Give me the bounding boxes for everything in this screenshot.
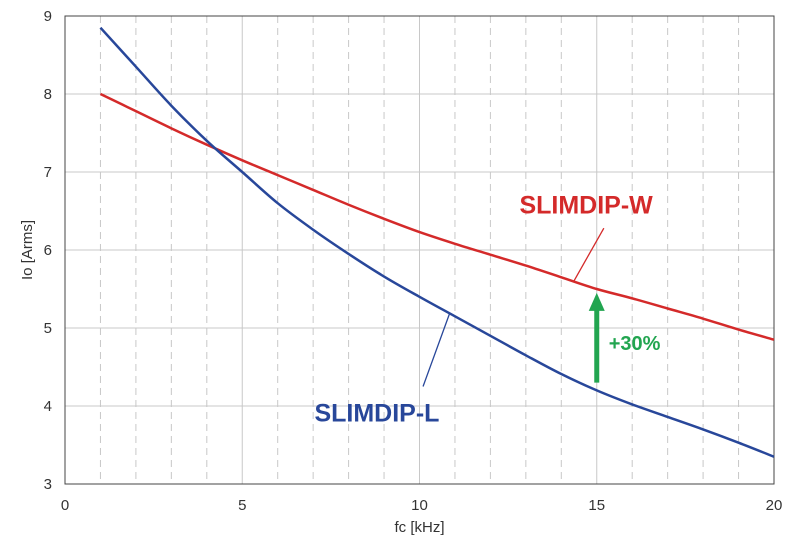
y-tick-label: 7 <box>44 164 52 181</box>
series-lines <box>99 26 775 458</box>
series-line-slimdip-l <box>99 26 775 458</box>
series-label-slimdip-l: SLIMDIP-L <box>314 400 439 428</box>
x-tick-label: 15 <box>588 497 605 514</box>
plot-frame <box>64 15 775 485</box>
series-label-leader-slimdip-l <box>422 313 451 387</box>
x-tick-label: 10 <box>411 497 428 514</box>
x-tick-label: 0 <box>61 497 69 514</box>
series-label-slimdip-w: SLIMDIP-W <box>519 191 653 219</box>
y-tick-label: 8 <box>44 86 52 103</box>
y-tick-label: 4 <box>44 398 52 415</box>
x-axis-label: fc [kHz] <box>394 519 444 536</box>
annotations: SLIMDIP-W SLIMDIP-L +30% <box>314 191 660 427</box>
y-tick-label: 3 <box>44 476 52 493</box>
x-tick-label: 5 <box>238 497 246 514</box>
gain-arrow-head <box>588 292 605 311</box>
y-axis-label: Io [Arms] <box>19 220 36 280</box>
x-tick-label: 20 <box>766 497 783 514</box>
y-tick-label: 6 <box>44 242 52 259</box>
y-tick-label: 5 <box>44 320 52 337</box>
y-tick-label: 9 <box>44 8 52 25</box>
tick-labels: 0 5 10 15 20 3 4 5 6 7 8 9 <box>44 8 783 514</box>
series-line-slimdip-w <box>99 92 775 341</box>
gain-annotation: +30% <box>609 333 661 355</box>
series-label-leader-slimdip-w <box>573 227 605 282</box>
